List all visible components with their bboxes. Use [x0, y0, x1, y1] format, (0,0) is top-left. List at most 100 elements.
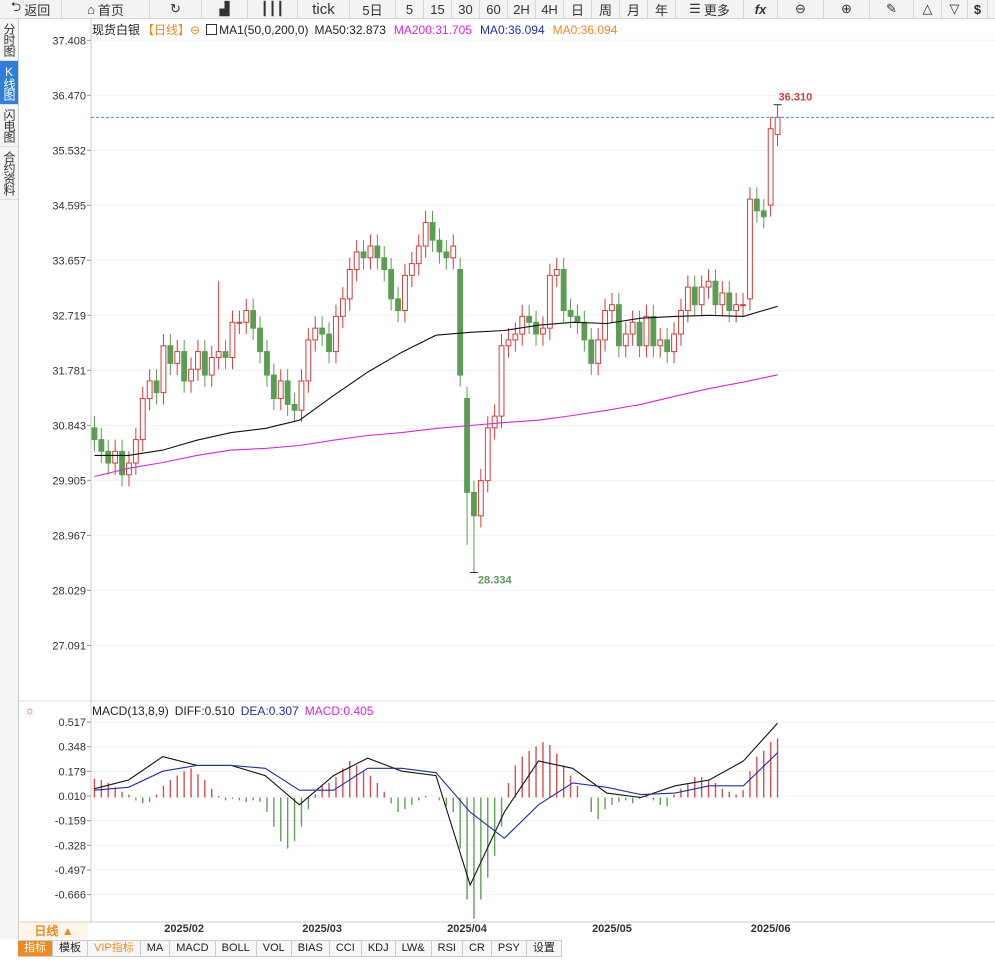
formula-button[interactable]: fx: [744, 0, 778, 18]
candle-body: [188, 368, 194, 382]
candle-body: [546, 274, 553, 329]
indicator-tab[interactable]: PSY: [491, 940, 527, 957]
draw-button[interactable]: ✎: [870, 0, 914, 18]
shape-button[interactable]: △: [914, 0, 942, 18]
candle-body: [153, 380, 160, 394]
candle-body: [360, 251, 367, 259]
indicator-tab[interactable]: MACD: [170, 940, 216, 957]
indicator-tab[interactable]: VOL: [256, 940, 292, 957]
candle-body: [443, 251, 450, 259]
period-button[interactable]: 15: [424, 0, 452, 18]
period-button[interactable]: 月: [620, 0, 648, 18]
toolbar: ⮌ 返回 ⌂ 首页 ↻ ▟ ┃┃┃ tick 5日 5 15 30 60 2H 4H…: [0, 0, 995, 19]
side-tab[interactable]: 合约资料: [0, 147, 18, 200]
indicator-tab[interactable]: VIP指标: [88, 940, 141, 957]
candle-body: [457, 269, 464, 376]
candle-body: [257, 327, 263, 353]
candle-body: [477, 480, 484, 517]
period-button[interactable]: 5日: [350, 0, 396, 18]
candle-body: [346, 269, 353, 300]
candle-body: [753, 198, 760, 212]
period-button[interactable]: 2H: [508, 0, 536, 18]
y-tick-label: 37.408: [52, 35, 86, 47]
candle-body: [174, 351, 181, 364]
currency-button[interactable]: $: [968, 0, 988, 18]
indicator-tab[interactable]: RSI: [431, 940, 463, 957]
period-button[interactable]: 年: [648, 0, 676, 18]
indicator-tab[interactable]: CR: [462, 940, 492, 957]
candle-body: [726, 292, 733, 312]
candle-body: [609, 304, 615, 312]
indicator-tab[interactable]: LW&: [395, 940, 432, 957]
y-tick-label: 36.470: [52, 90, 86, 102]
y-tick-label: 28.029: [52, 585, 86, 597]
candle-body: [132, 439, 139, 464]
indicator-line: [94, 305, 778, 456]
period-button[interactable]: 60: [480, 0, 508, 18]
indicator-tab[interactable]: 设置: [526, 940, 562, 957]
candle-button[interactable]: ┃┃┃: [248, 0, 298, 18]
back-button[interactable]: ⮌ 返回: [0, 0, 62, 18]
period-button[interactable]: 30: [452, 0, 480, 18]
y-tick-label: -0.159: [55, 816, 86, 828]
candle-body: [760, 210, 767, 218]
period-tab[interactable]: 日线 ▲: [20, 923, 88, 939]
candle-body: [636, 321, 643, 347]
period-button[interactable]: 周: [592, 0, 620, 18]
zoom-in-button[interactable]: ⊕: [824, 0, 870, 18]
zoom-out-button[interactable]: ⊖: [778, 0, 824, 18]
period-button[interactable]: 日: [564, 0, 592, 18]
more-button[interactable]: ☰ 更多: [676, 0, 744, 18]
legend-entry: MACD:0.405: [304, 704, 374, 718]
indicator-tabs: 指标 模板 VIP指标 MA MACD BOLL VOL BIAS CCI KDJ LW& RSI CR…: [18, 940, 562, 957]
x-tick-label: 2025/05: [592, 923, 632, 935]
indicator-tab[interactable]: BIAS: [291, 940, 330, 957]
candle-body: [519, 315, 526, 335]
y-tick-label: 28.967: [52, 530, 86, 542]
y-tick-label: 0.179: [58, 766, 86, 778]
candle-body: [208, 356, 215, 376]
home-button[interactable]: ⌂ 首页: [62, 0, 150, 18]
candle-body: [505, 339, 512, 347]
candle-body: [319, 327, 326, 335]
candle-body: [305, 339, 312, 382]
candle-body: [747, 198, 753, 300]
label: 周: [598, 2, 612, 18]
y-tick-label: 30.843: [52, 420, 86, 432]
candle-body: [236, 321, 243, 324]
y-tick-label: 0.517: [58, 717, 86, 729]
refresh-button[interactable]: ↻: [150, 0, 202, 18]
candle-body: [408, 263, 415, 276]
period-button[interactable]: 5: [396, 0, 424, 18]
legend-entry: DIFF:0.510: [174, 704, 235, 718]
side-tab[interactable]: K线图: [0, 61, 18, 105]
side-tab[interactable]: 分时图: [0, 19, 18, 61]
shape-button[interactable]: ▽: [942, 0, 968, 18]
side-tab[interactable]: 闪电图: [0, 105, 18, 147]
indicator-tab[interactable]: KDJ: [361, 940, 396, 957]
candle-body: [602, 310, 608, 341]
candle-body: [450, 245, 457, 259]
price-header: 现货白银 【日线】 ⊖ MA1(50,0,200,0) MA50:32.873 M…: [92, 22, 618, 38]
tick-button[interactable]: tick: [298, 0, 350, 18]
chart-type-button[interactable]: ▟: [202, 0, 248, 18]
indicator-tab[interactable]: BOLL: [215, 940, 257, 957]
indicator: MA1(50,0,200,0): [219, 22, 309, 37]
label: 15: [430, 1, 445, 17]
indicator-tab[interactable]: 模板: [53, 940, 88, 957]
y-tick-label: 31.781: [52, 365, 86, 377]
candle-body: [540, 327, 546, 335]
candle-body: [215, 351, 222, 358]
candle-body: [388, 269, 395, 300]
candle-body: [595, 339, 602, 364]
indicator-tab[interactable]: MA: [140, 940, 171, 957]
candle-body: [429, 222, 436, 241]
indicator-tab[interactable]: 指标: [18, 940, 53, 957]
candle-body: [284, 380, 291, 405]
indicator-tab[interactable]: CCI: [329, 940, 362, 957]
y-tick-label: -0.497: [55, 865, 86, 877]
period-button[interactable]: 4H: [536, 0, 564, 18]
label: 30: [458, 1, 473, 17]
candle-body: [222, 351, 229, 358]
